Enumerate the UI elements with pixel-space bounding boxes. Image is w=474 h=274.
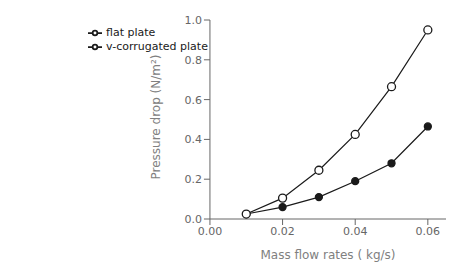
svg-text:Mass flow rates ( kg/s): Mass flow rates ( kg/s) [260, 248, 395, 262]
svg-text:0.04: 0.04 [343, 225, 368, 238]
svg-text:Pressure drop (N/m²): Pressure drop (N/m²) [149, 55, 163, 180]
svg-text:0.8: 0.8 [184, 54, 202, 67]
svg-text:1.0: 1.0 [184, 14, 202, 27]
html-text:v-corrugated plate: v-corrugated plate [106, 40, 208, 53]
svg-text:0.06: 0.06 [416, 225, 441, 238]
svg-text:0.00: 0.00 [198, 225, 223, 238]
html-text:flat plate: flat plate [106, 26, 156, 39]
svg-text:0.6: 0.6 [184, 94, 202, 107]
svg-text:0.0: 0.0 [184, 213, 202, 226]
svg-text:0.4: 0.4 [184, 133, 202, 146]
svg-text:0.2: 0.2 [184, 173, 202, 186]
svg-text:0.02: 0.02 [270, 225, 295, 238]
